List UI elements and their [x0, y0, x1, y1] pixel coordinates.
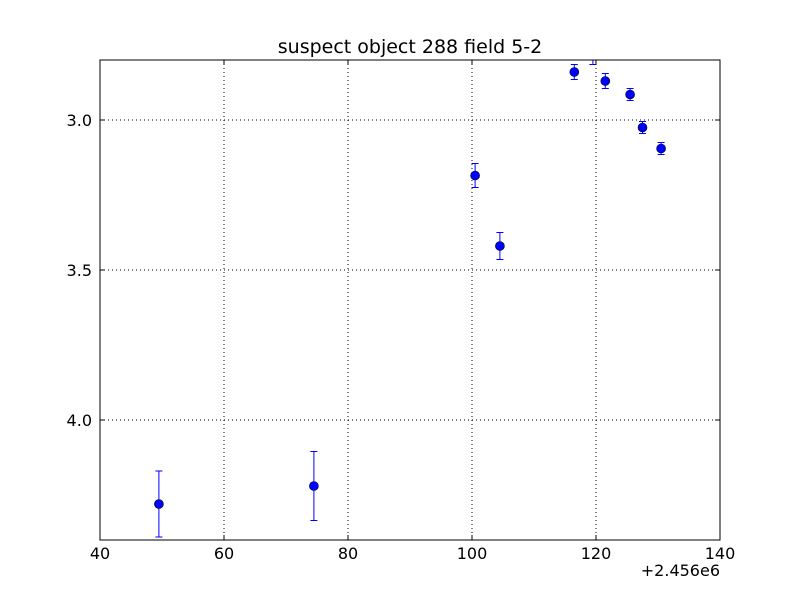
- x-tick-label: 60: [214, 544, 234, 563]
- series: [154, 60, 666, 538]
- x-tick-label: 120: [581, 544, 612, 563]
- data-point: [154, 499, 164, 509]
- x-tick-label: 40: [90, 544, 110, 563]
- data-point: [656, 143, 666, 154]
- y-tick-label: 4.0: [67, 411, 92, 430]
- data-point: [625, 89, 635, 100]
- y-tick-label: 3.5: [67, 261, 92, 280]
- y-axis: 3.0 3.5 4.0: [67, 111, 720, 430]
- x-offset-label: +2.456e6: [641, 561, 720, 580]
- data-point: [637, 122, 648, 133]
- data-point: [495, 241, 505, 251]
- data-point: [600, 76, 611, 86]
- axes-border: [99, 59, 721, 541]
- grid: [100, 60, 720, 540]
- x-tick-label: 80: [338, 544, 358, 563]
- y-tick-label: 3.0: [67, 111, 92, 130]
- x-tick-label: 100: [457, 544, 488, 563]
- data-point: [470, 170, 480, 181]
- data-point: [309, 481, 319, 491]
- chart-title: suspect object 288 field 5-2: [278, 36, 543, 58]
- x-tick-label: 140: [705, 544, 736, 563]
- axes-frame: [99, 59, 721, 541]
- x-axis: 40 60 80 100 120 140: [90, 60, 735, 563]
- data-series: [154, 60, 666, 538]
- data-point: [569, 67, 580, 77]
